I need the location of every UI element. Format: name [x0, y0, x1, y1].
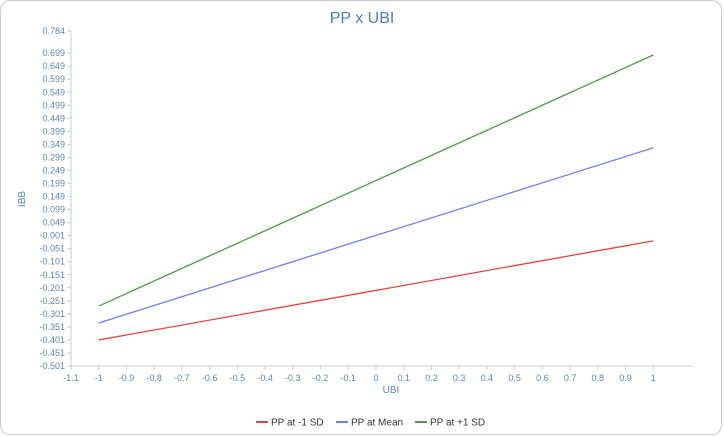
y-tick-label: -0.101	[39, 257, 65, 267]
y-tick-label: 0.199	[42, 179, 65, 189]
x-tick-label: 0.1	[397, 373, 410, 383]
y-tick-label: -0.201	[39, 283, 65, 293]
x-tick-label: -0.7	[174, 373, 190, 383]
y-tick-label: 0.599	[42, 74, 65, 84]
y-tick-label: -0.501	[39, 361, 65, 371]
y-tick-label: 0.299	[42, 152, 65, 162]
y-axis-label: IBB	[17, 191, 28, 207]
legend-label-0: PP at -1 SD	[271, 418, 324, 429]
x-tick-label: 0.8	[592, 373, 605, 383]
x-tick-label: -0.1	[341, 373, 357, 383]
x-tick-label: 0.4	[481, 373, 494, 383]
x-tick-label: 0	[373, 373, 378, 383]
y-tick-label: 0.399	[42, 126, 65, 136]
y-tick-label: -0.001	[39, 231, 65, 241]
x-tick-label: -0.2	[313, 373, 329, 383]
x-tick-label: 0.5	[508, 373, 521, 383]
legend: PP at -1 SD PP at Mean PP at +1 SD	[256, 418, 485, 429]
x-tick-label: -0.9	[119, 373, 135, 383]
y-tick-label: -0.401	[39, 335, 65, 345]
y-tick-label: 0.049	[42, 218, 65, 228]
y-tick-label: -0.151	[39, 270, 65, 280]
series-line-1	[98, 147, 654, 324]
y-tick-label: 0.649	[42, 61, 65, 71]
y-tick-label: -0.451	[39, 348, 65, 358]
x-tick-label: -0.5	[230, 373, 246, 383]
y-tick-label: -0.351	[39, 322, 65, 332]
y-tick-label: -0.051	[39, 244, 65, 254]
y-tick-label: 0.449	[42, 113, 65, 123]
y-tick-label: 0.349	[42, 139, 65, 149]
x-axis-ticks: -1.1 -1 -0.9 -0.8 -0.7 -0.6 -0.5 -0.4 -0.3 -0.2 -0…	[63, 366, 656, 383]
y-tick-label: -0.251	[39, 296, 65, 306]
series-line-0	[98, 240, 654, 341]
y-tick-label: 0.699	[42, 48, 65, 58]
x-tick-label: 0.2	[425, 373, 438, 383]
x-tick-label: -1	[95, 373, 103, 383]
y-tick-label: 0.499	[42, 100, 65, 110]
x-tick-label: 0.7	[564, 373, 577, 383]
y-tick-label: 0.784	[42, 26, 65, 36]
legend-label-2: PP at +1 SD	[430, 418, 485, 429]
y-tick-label: 0.549	[42, 87, 65, 97]
chart-title: PP x UBI	[330, 10, 395, 27]
x-tick-label: 0.6	[536, 373, 549, 383]
series-lines	[98, 54, 654, 341]
y-axis-ticks: 0.784 0.699 0.649 0.599 0.549 0.499 0.449 0.399…	[39, 26, 71, 371]
x-tick-label: -0.8	[146, 373, 162, 383]
x-tick-label: 0.3	[453, 373, 466, 383]
legend-label-1: PP at Mean	[351, 418, 403, 429]
x-axis-label: UBI	[383, 385, 400, 396]
series-line-2	[98, 54, 654, 307]
y-tick-label: 0.249	[42, 165, 65, 175]
x-tick-label: 1	[651, 373, 656, 383]
y-tick-label: 0.149	[42, 192, 65, 202]
y-tick-label: -0.301	[39, 309, 65, 319]
x-tick-label: 0.9	[619, 373, 632, 383]
x-tick-label: -0.3	[285, 373, 301, 383]
y-tick-label: 0.099	[42, 205, 65, 215]
x-tick-label: -0.4	[257, 373, 273, 383]
x-tick-label: -1.1	[63, 373, 79, 383]
x-tick-label: -0.6	[202, 373, 218, 383]
